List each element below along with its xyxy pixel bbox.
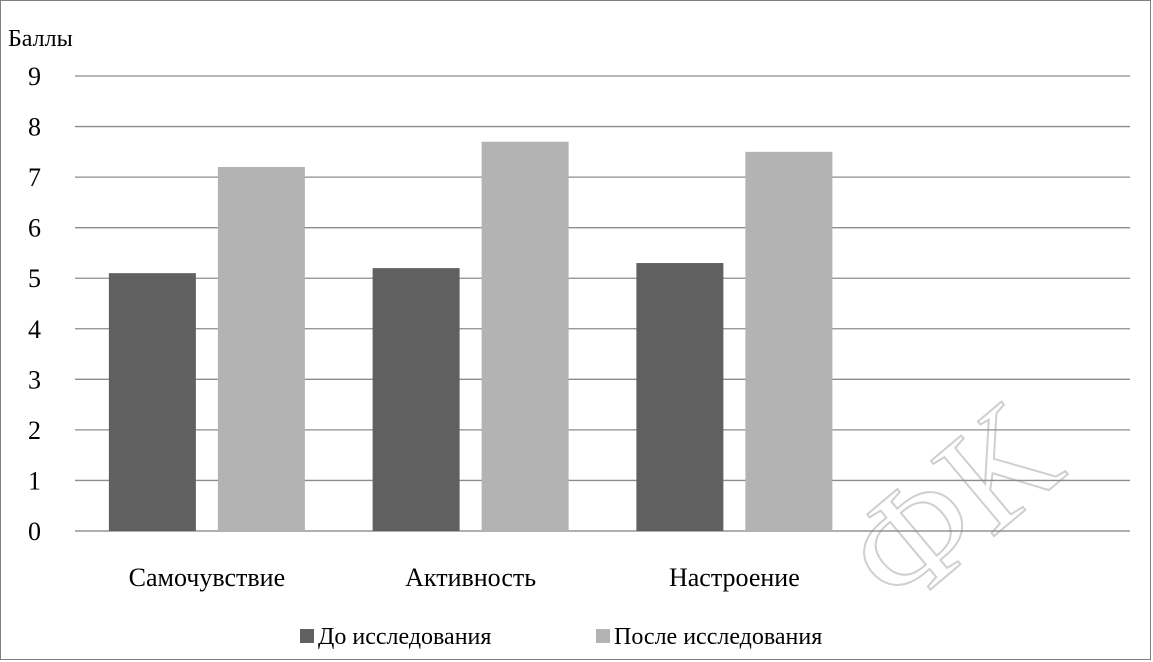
bar — [481, 141, 569, 531]
bar — [108, 273, 196, 531]
y-tick-label: 4 — [28, 315, 41, 344]
watermark: ФК — [814, 371, 1091, 641]
x-tick-label: Самочувствие — [129, 563, 286, 592]
x-tick-label: Настроение — [669, 563, 800, 592]
bar — [745, 151, 833, 532]
y-tick-label: 6 — [28, 214, 41, 243]
legend-label: До исследования — [318, 624, 491, 650]
bar — [217, 167, 305, 531]
bar — [636, 263, 724, 531]
y-tick-label: 9 — [28, 62, 41, 91]
bar — [372, 268, 460, 531]
y-axis-label: Баллы — [8, 26, 73, 52]
y-tick-label: 7 — [28, 163, 41, 192]
y-tick-label: 3 — [28, 365, 41, 394]
legend-label: После исследования — [614, 624, 822, 650]
legend: До исследования После исследования — [300, 624, 822, 650]
y-tick-label: 8 — [28, 113, 41, 142]
y-axis-ticks: 0 1 2 3 4 5 6 7 8 9 — [28, 62, 41, 546]
y-tick-label: 2 — [28, 416, 41, 445]
y-tick-label: 0 — [28, 517, 41, 546]
y-tick-label: 1 — [28, 466, 41, 495]
y-tick-label: 5 — [28, 264, 41, 293]
legend-swatch — [596, 629, 610, 643]
bars — [108, 141, 833, 532]
watermark-text: ФК — [815, 372, 1090, 640]
legend-swatch — [300, 629, 314, 643]
x-tick-label: Активность — [405, 563, 536, 592]
x-axis-ticks: Самочувствие Активность Настроение — [129, 563, 800, 592]
